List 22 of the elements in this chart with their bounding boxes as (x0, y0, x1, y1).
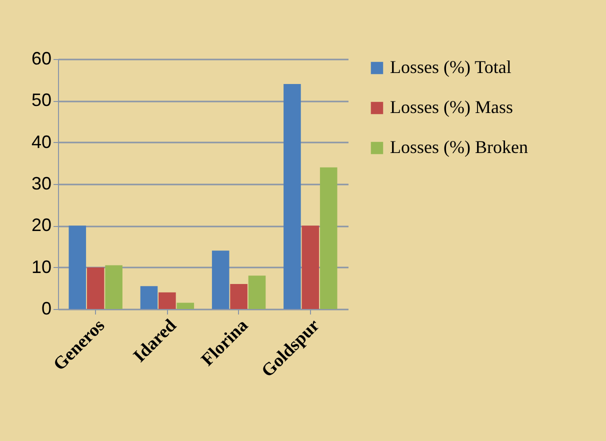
y-tick-label: 0 (41, 298, 52, 318)
y-tick-label: 50 (31, 90, 52, 110)
bar (230, 284, 248, 309)
y-tick-label: 30 (31, 174, 52, 194)
bar (86, 267, 104, 309)
y-tick-label: 60 (31, 48, 52, 68)
legend-label: Losses (%) Broken (390, 137, 528, 157)
y-tick-label: 40 (31, 132, 52, 152)
bar (320, 167, 338, 309)
bar (140, 286, 158, 309)
legend-label: Losses (%) Mass (390, 97, 513, 117)
bar (302, 226, 320, 309)
bar (284, 84, 301, 309)
y-tick-label: 10 (31, 256, 52, 277)
bar (248, 276, 266, 309)
bar (68, 226, 86, 309)
y-tick-label: 20 (31, 215, 52, 236)
bar (176, 302, 194, 309)
bar (158, 292, 176, 309)
legend-label: Losses (%) Total (390, 57, 512, 77)
bar (105, 265, 122, 309)
bar (212, 250, 230, 309)
